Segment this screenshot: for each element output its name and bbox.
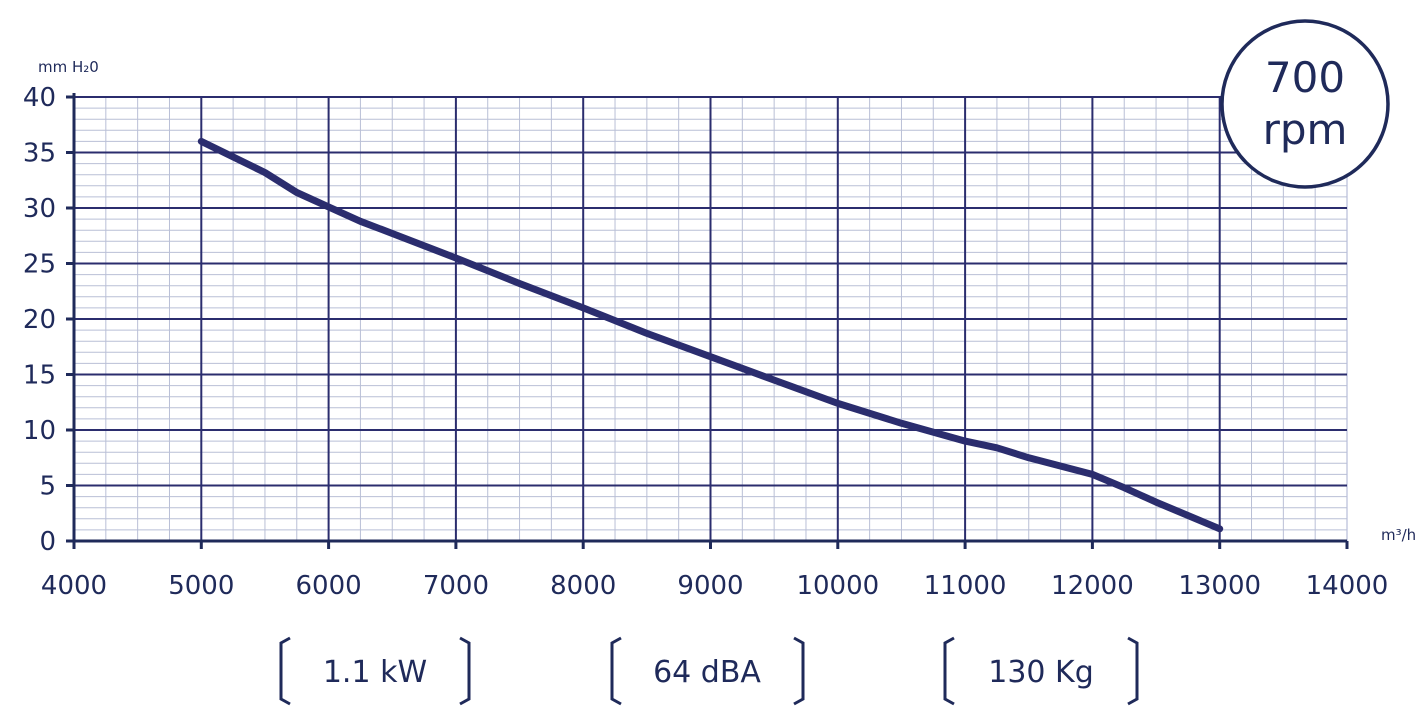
y-tick-label: 40 <box>23 83 56 113</box>
series-layer <box>197 137 1224 533</box>
speed-badge-circle <box>1220 19 1390 189</box>
spec-power-left-bracket <box>279 636 291 706</box>
x-tick-label: 9000 <box>677 571 743 601</box>
x-tick-label: 5000 <box>168 571 234 601</box>
spec-weight: 130 Kg <box>943 636 1139 706</box>
x-tick-label: 11000 <box>924 571 1007 601</box>
x-tick-label: 8000 <box>550 571 616 601</box>
speed-badge: 700 rpm <box>1220 19 1390 189</box>
y-tick-label: 20 <box>23 305 56 335</box>
y-tick-label: 35 <box>23 139 56 169</box>
x-axis-unit: m³/h <box>1381 526 1416 544</box>
y-tick-label: 5 <box>39 472 56 502</box>
spec-power-right-bracket <box>459 636 471 706</box>
y-tick-label: 10 <box>23 416 56 446</box>
x-tick-label: 12000 <box>1051 571 1134 601</box>
spec-weight-label: 130 Kg <box>988 655 1094 690</box>
y-tick-label: 25 <box>23 250 56 280</box>
y-axis-unit: mm H₂0 <box>38 58 99 76</box>
tick-labels: 4000 5000 6000 7000 8000 9000 10000 11000 12000 1… <box>23 83 1388 601</box>
x-tick-label: 7000 <box>423 571 489 601</box>
spec-noise-left-bracket <box>610 636 622 706</box>
speed-value: 700 <box>1265 53 1345 102</box>
spec-power-label: 1.1 kW <box>323 655 427 690</box>
x-tick-label: 10000 <box>796 571 879 601</box>
y-tick-label: 15 <box>23 361 56 391</box>
x-tick-label: 14000 <box>1306 571 1389 601</box>
spec-weight-right-bracket <box>1127 636 1139 706</box>
y-tick-label: 30 <box>23 194 56 224</box>
speed-unit: rpm <box>1263 105 1348 154</box>
x-tick-label: 6000 <box>296 571 362 601</box>
major-grid <box>74 96 1347 541</box>
x-tick-label: 4000 <box>41 571 107 601</box>
spec-noise-label: 64 dBA <box>653 655 761 690</box>
y-tick-label: 0 <box>39 527 56 557</box>
spec-power: 1.1 kW <box>279 636 471 706</box>
x-tick-label: 13000 <box>1178 571 1261 601</box>
spec-weight-left-bracket <box>943 636 955 706</box>
spec-noise: 64 dBA <box>610 636 805 706</box>
spec-noise-right-bracket <box>793 636 805 706</box>
axes <box>66 93 1349 549</box>
